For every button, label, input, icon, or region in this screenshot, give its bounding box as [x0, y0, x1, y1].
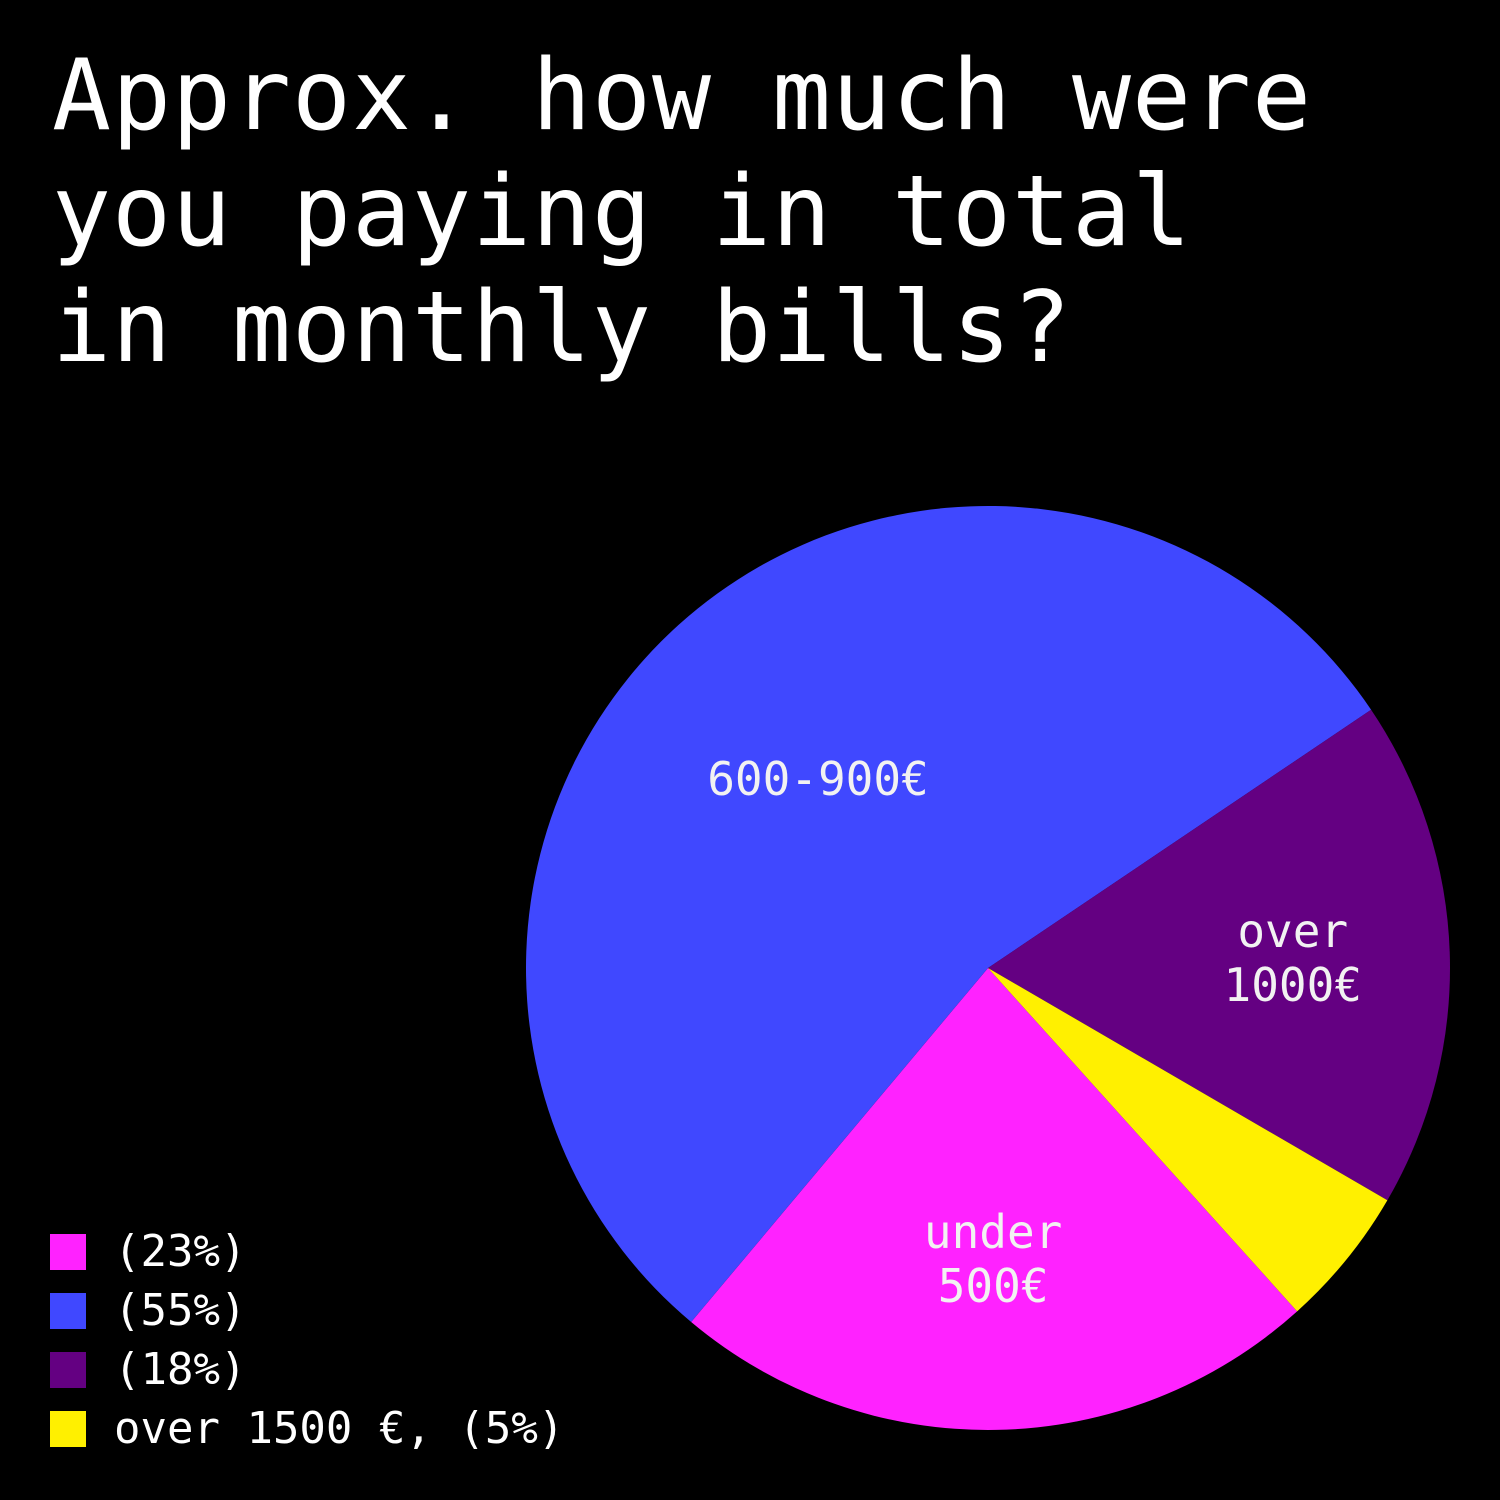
legend-swatch: [50, 1351, 86, 1388]
slice-label-1: under 500€: [924, 1205, 1062, 1313]
pie-slice-4: [988, 968, 1388, 1312]
legend-swatch: [50, 1292, 86, 1329]
legend-label: (55%): [114, 1285, 247, 1336]
legend-swatch: [50, 1233, 86, 1270]
legend-label: (23%): [114, 1226, 247, 1277]
legend-item-1: (23%): [50, 1222, 564, 1281]
pie-slice-2: [525, 505, 1372, 1323]
legend-item-3: (18%): [50, 1340, 564, 1399]
pie-slice-3: [988, 709, 1451, 1201]
legend-item-2: (55%): [50, 1281, 564, 1340]
chart-title: Approx. how much were you paying in tota…: [52, 39, 1313, 385]
legend-item-4: over 1500 €, (5%): [50, 1399, 564, 1458]
pie-slice-1: [691, 968, 1298, 1430]
legend-label: (18%): [114, 1344, 247, 1395]
slice-label-3: over 1000€: [1224, 904, 1362, 1012]
legend-swatch: [50, 1410, 86, 1447]
legend-label: over 1500 €, (5%): [114, 1403, 565, 1454]
slice-label-2: 600-900€: [707, 752, 929, 806]
legend: (23%) (55%) (18%) over 1500 €, (5%): [50, 1222, 564, 1458]
